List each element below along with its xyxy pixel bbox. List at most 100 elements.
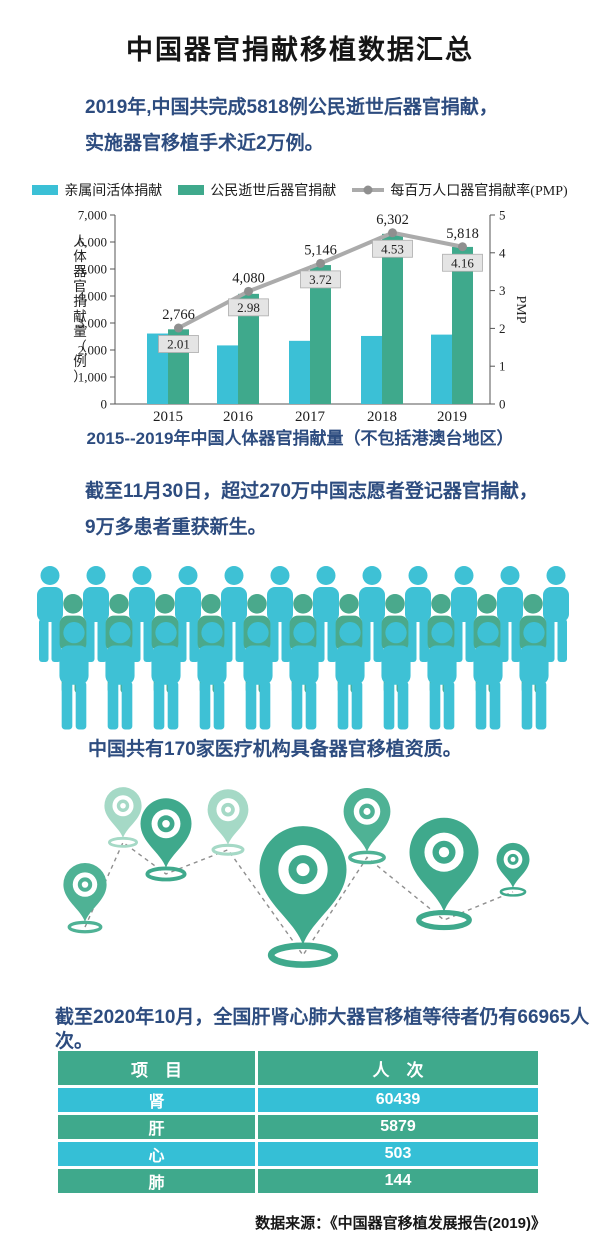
intro-line-2: 实施器官移植手术近2万例。 (85, 133, 324, 154)
table-row: 肾 60439 (58, 1088, 538, 1112)
left-tick-label: 2,000 (78, 343, 107, 358)
map-pin-icon (409, 817, 479, 931)
map-pin-icon (259, 826, 347, 968)
pmp-value-label: 2.98 (237, 300, 260, 315)
intro-text: 2019年,中国共完成5818例公民逝世后器官捐献， 实施器官移植手术近2万例。 (85, 96, 498, 168)
person-head (477, 594, 497, 614)
x-tick-label: 2018 (367, 409, 397, 425)
waiting-table: 项 目人 次肾 60439 肝 5879 心 503 肺 144 (58, 1048, 538, 1196)
table-cell: 503 (258, 1142, 538, 1166)
left-tick-label: 1,000 (78, 370, 107, 385)
person-leg (535, 681, 547, 730)
bar-deceased-2018 (382, 233, 403, 404)
right-axis-title: PMP (513, 295, 528, 323)
pmp-label-box (442, 253, 483, 272)
person-head (546, 566, 566, 585)
pmp-value-label: 2.01 (167, 337, 190, 352)
deceased-value-label: 5,146 (304, 242, 337, 258)
right-tick-label: 5 (499, 208, 506, 223)
pmp-marker-icon (316, 258, 325, 268)
table-row: 肺 144 (58, 1169, 538, 1193)
pmp-value-label: 4.16 (451, 255, 474, 270)
person-leg (51, 619, 61, 662)
person-leg (107, 681, 119, 730)
x-tick-label: 2015 (153, 409, 183, 425)
right-tick-label: 3 (499, 283, 506, 298)
person-icon (381, 622, 411, 730)
person-head (408, 566, 428, 585)
person-leg (327, 619, 337, 662)
deceased-value-label: 6,302 (376, 212, 409, 228)
person-leg (429, 681, 441, 730)
person-head (477, 622, 499, 644)
person-torso (451, 587, 477, 622)
person-leg (153, 681, 165, 730)
person-icon (405, 566, 431, 662)
pmp-marker-icon (388, 228, 397, 238)
person-icon (359, 566, 385, 662)
map-pin-icon (343, 788, 391, 865)
person-icon (313, 566, 339, 662)
person-head (431, 594, 451, 614)
person-head (339, 594, 359, 614)
pmp-label-box (300, 270, 341, 289)
table-cell: 心 (58, 1142, 258, 1166)
left-tick-label: 0 (101, 397, 108, 412)
pmp-value-label: 4.53 (381, 241, 404, 256)
waiting-text: 截至2020年10月，全国肝肾心肺大器官移植等待者仍有66965人次。 (55, 1007, 590, 1052)
person-head (247, 594, 267, 614)
person-icon (289, 622, 319, 730)
person-leg (121, 681, 133, 730)
person-head (63, 594, 83, 614)
right-tick-label: 4 (499, 245, 506, 260)
person-torso (405, 587, 431, 622)
person-torso (59, 645, 89, 685)
person-icon (83, 566, 109, 662)
person-leg (245, 681, 257, 730)
table-cell: 肾 (58, 1088, 258, 1112)
pin-dot-center (224, 806, 232, 813)
person-leg (199, 681, 211, 730)
person-icon (497, 566, 523, 662)
pin-base-ellipse (348, 850, 386, 865)
person-torso (105, 645, 135, 685)
pmp-label-box (228, 298, 269, 317)
person-icon (243, 622, 273, 730)
legend-label-living: 亲属间活体捐献 (64, 184, 163, 199)
person-head (155, 594, 175, 614)
pmp-label-box (372, 239, 413, 258)
table-header-cell: 项 目 (58, 1051, 258, 1085)
person-torso (497, 587, 523, 622)
pmp-line-marker-icon (352, 185, 385, 195)
pin-dot-center (510, 856, 516, 862)
bar-deceased-2017 (310, 265, 331, 404)
person-head (224, 566, 244, 585)
person-torso (427, 645, 457, 685)
person-torso (151, 645, 181, 685)
map-pin-icon (140, 798, 192, 882)
person-head (247, 622, 269, 644)
person-torso (381, 645, 411, 685)
person-leg (351, 681, 363, 730)
map-pin-icon (63, 862, 107, 934)
person-head (178, 566, 198, 585)
person-torso (289, 645, 319, 685)
person-head (86, 566, 106, 585)
data-source: 数据来源：《中国器官移植发展报告(2019)》 (255, 1215, 546, 1232)
person-leg (167, 681, 179, 730)
bar-deceased-2016 (238, 293, 259, 404)
chart-caption: 2015--2019年中国人体器官捐献量（不包括港澳台地区） (86, 429, 514, 448)
person-torso (335, 645, 365, 685)
person-leg (443, 681, 455, 730)
person-head (132, 566, 152, 585)
person-head (385, 594, 405, 614)
pin-dot-center (81, 881, 89, 888)
person-icon (105, 622, 135, 730)
person-head (40, 566, 60, 585)
left-axis-title: 人体器官捐献量（例） (73, 234, 87, 384)
right-tick-label: 2 (499, 321, 506, 336)
x-tick-label: 2017 (295, 409, 326, 425)
table-cell: 144 (258, 1169, 538, 1193)
person-leg (511, 619, 521, 662)
